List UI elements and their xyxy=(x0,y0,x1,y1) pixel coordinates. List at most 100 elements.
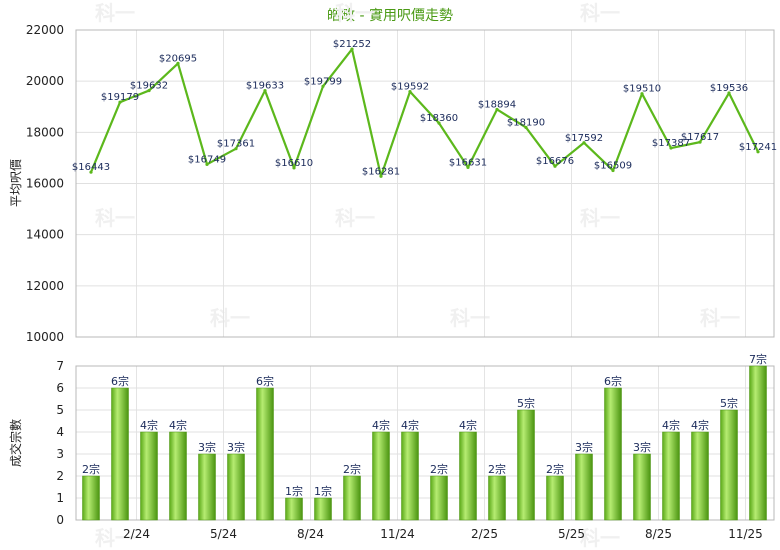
price-data-label: $16631 xyxy=(449,157,487,168)
price-data-label: $16749 xyxy=(188,154,226,165)
watermark: 科一 xyxy=(95,526,135,550)
price-point xyxy=(727,91,731,95)
bar xyxy=(633,453,651,521)
bar xyxy=(82,475,100,521)
bar-data-label: 3宗 xyxy=(633,440,651,454)
price-point xyxy=(698,140,702,144)
bar-data-label: 5宗 xyxy=(517,396,535,410)
price-point xyxy=(524,125,528,130)
bar-data-label: 4宗 xyxy=(662,418,680,432)
x-tick-label: 8/24 xyxy=(297,527,324,541)
bar-data-label: 1宗 xyxy=(285,484,303,498)
bar-chart-y-tick-label: 2 xyxy=(56,469,64,483)
bar xyxy=(227,453,245,521)
price-point xyxy=(147,88,151,93)
x-tick-label: 2/24 xyxy=(123,527,150,541)
price-data-label: $19633 xyxy=(246,81,284,92)
price-data-label: $17592 xyxy=(565,133,603,144)
bar-data-label: 6宗 xyxy=(604,374,622,388)
bar-data-label: 3宗 xyxy=(575,440,593,454)
x-tick-label: 2/25 xyxy=(471,527,498,541)
price-data-label: $18190 xyxy=(507,117,545,128)
watermark: 科一 xyxy=(95,206,135,230)
price-data-label: $17241 xyxy=(739,142,777,153)
price-data-labels: $16443 $19179$19632 $20695 $16749 $17361 $196… xyxy=(72,39,777,177)
bar-data-label: 2宗 xyxy=(430,462,448,476)
price-point xyxy=(553,164,557,168)
bar xyxy=(314,497,332,521)
price-point xyxy=(669,146,673,150)
price-data-label: $16610 xyxy=(275,158,313,169)
bar-data-label: 5宗 xyxy=(720,396,738,410)
bar-chart-y-tick-label: 3 xyxy=(56,447,64,461)
watermark: 科一 xyxy=(335,1,375,25)
price-data-label: $18894 xyxy=(478,99,516,110)
price-point xyxy=(495,107,499,112)
bar-chart-y-ticks: 0 1 2 3 4 5 6 7 xyxy=(56,359,64,527)
bar-data-label: 3宗 xyxy=(227,440,245,454)
bar xyxy=(546,475,564,521)
line-chart-y-tick-label: 10000 xyxy=(26,330,64,344)
bar xyxy=(343,475,361,521)
bar-data-labels: 2宗 6宗 4宗 4宗 3宗 3宗 6宗 1宗 1宗 2宗 4宗 4宗 2宗 4宗 2宗 5宗 2宗 3宗 6宗 3宗… xyxy=(82,352,767,498)
bar-chart-y-tick-label: 4 xyxy=(56,425,64,439)
line-chart-y-tick-label: 16000 xyxy=(26,177,64,191)
price-point xyxy=(756,150,760,154)
bar xyxy=(401,431,419,521)
watermark: 科一 xyxy=(700,306,740,330)
price-point xyxy=(118,100,122,104)
x-tick-label: 5/25 xyxy=(558,527,585,541)
x-tick-label: 11/24 xyxy=(380,527,415,541)
price-point xyxy=(582,141,586,145)
price-data-label: $16676 xyxy=(536,156,574,167)
price-data-label: $19632 xyxy=(130,81,168,92)
watermark: 科一 xyxy=(95,1,135,25)
line-chart-y-axis-label: 平均呎價 xyxy=(9,159,23,207)
bar xyxy=(691,431,709,521)
line-chart-y-tick-label: 18000 xyxy=(26,125,64,139)
line-chart-y-tick-label: 20000 xyxy=(26,74,64,88)
line-chart-y-ticks: 10000 12000 14000 16000 18000 20000 22000 xyxy=(26,23,64,344)
bar-data-label: 4宗 xyxy=(140,418,158,432)
price-point xyxy=(466,165,470,169)
bar xyxy=(256,387,274,521)
bar-data-label: 4宗 xyxy=(691,418,709,432)
price-data-label: $16281 xyxy=(362,166,400,177)
price-point xyxy=(89,170,93,174)
bar-chart-y-tick-label: 0 xyxy=(56,513,64,527)
bar-data-label: 1宗 xyxy=(314,484,332,498)
bar-data-label: 3宗 xyxy=(198,440,216,454)
line-chart-plot-area xyxy=(75,29,775,338)
price-data-label: $19592 xyxy=(391,82,429,93)
bar-series xyxy=(82,365,767,521)
bar xyxy=(430,475,448,521)
price-point xyxy=(263,88,267,93)
watermark: 科一 xyxy=(580,526,620,550)
bar-data-label: 2宗 xyxy=(82,462,100,476)
price-data-label: $17361 xyxy=(217,139,255,150)
price-point xyxy=(350,47,354,51)
watermark: 科一 xyxy=(580,206,620,230)
price-point xyxy=(379,174,383,178)
price-data-label: $21252 xyxy=(333,39,371,50)
bar xyxy=(488,475,506,521)
bar-data-label: 4宗 xyxy=(401,418,419,432)
bar-data-label: 7宗 xyxy=(749,352,767,366)
price-data-label: $20695 xyxy=(159,53,197,64)
price-point xyxy=(611,168,615,173)
bar xyxy=(575,453,593,521)
bar-data-label: 2宗 xyxy=(343,462,361,476)
price-point xyxy=(408,90,412,94)
bar xyxy=(198,453,216,521)
bar xyxy=(111,387,129,521)
chart-title: 皓畋 - 實用呎價走勢 xyxy=(327,7,453,24)
price-data-label: $16443 xyxy=(72,162,110,173)
price-data-label: $19510 xyxy=(623,84,661,95)
watermark: 科一 xyxy=(335,206,375,230)
x-tick-label: 5/24 xyxy=(210,527,237,541)
price-point xyxy=(205,162,209,166)
bar xyxy=(140,431,158,521)
price-point xyxy=(321,84,325,88)
